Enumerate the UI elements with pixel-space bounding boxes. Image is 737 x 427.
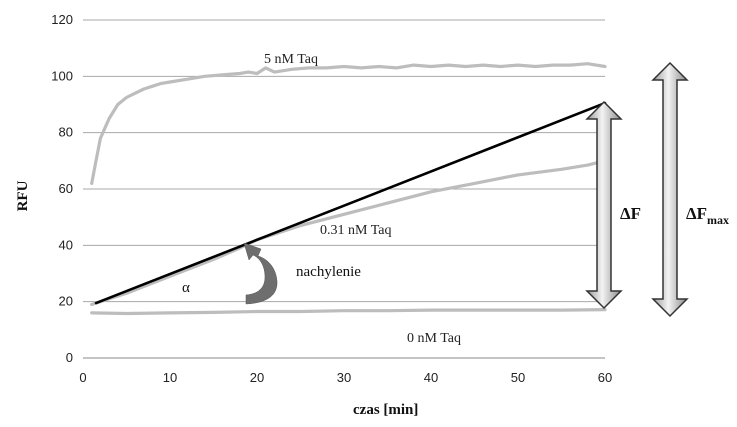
y-tick-label: 60 <box>59 181 73 196</box>
delta-fmax-label: ΔFmax <box>686 204 729 227</box>
slope-label: nachylenie <box>296 264 361 280</box>
x-tick-labels: 0 10 20 30 40 50 60 <box>79 370 612 385</box>
series-line-1 <box>90 159 607 307</box>
series-line-2 <box>90 308 607 316</box>
y-tick-label: 100 <box>51 68 73 83</box>
x-tick-label: 50 <box>511 370 525 385</box>
x-tick-label: 10 <box>163 370 177 385</box>
y-tick-label: 80 <box>59 125 73 140</box>
alpha-angle-label: α <box>182 280 190 296</box>
y-tick-labels: 0 20 40 60 80 100 120 <box>51 12 73 365</box>
x-axis-title: czas [min] <box>353 402 418 418</box>
delta-fmax-double-arrow-icon <box>651 61 689 318</box>
delta-f-double-arrow-icon <box>585 100 623 310</box>
y-axis-title: RFU <box>15 180 31 211</box>
y-tick-label: 20 <box>59 294 73 309</box>
y-tick-label: 0 <box>66 350 73 365</box>
series-label-5nm: 5 nM Taq <box>264 52 318 67</box>
delta-fmax-subscript: max <box>707 213 729 227</box>
slope-line <box>94 101 607 305</box>
y-tick-label: 120 <box>51 12 73 27</box>
x-tick-label: 30 <box>337 370 351 385</box>
delta-fmax-main: ΔF <box>686 204 707 223</box>
series-label-0nm: 0 nM Taq <box>407 331 461 346</box>
x-tick-label: 60 <box>598 370 612 385</box>
series-lines <box>90 62 607 316</box>
x-tick-label: 20 <box>250 370 264 385</box>
series-line-0 <box>90 62 607 185</box>
x-tick-label: 0 <box>79 370 86 385</box>
x-tick-label: 40 <box>424 370 438 385</box>
curved-slope-arrow-icon <box>243 242 278 305</box>
series-label-031nm: 0.31 nM Taq <box>320 223 391 238</box>
delta-f-label: ΔF <box>620 204 641 223</box>
gridlines <box>83 19 605 303</box>
y-tick-label: 40 <box>59 237 73 252</box>
